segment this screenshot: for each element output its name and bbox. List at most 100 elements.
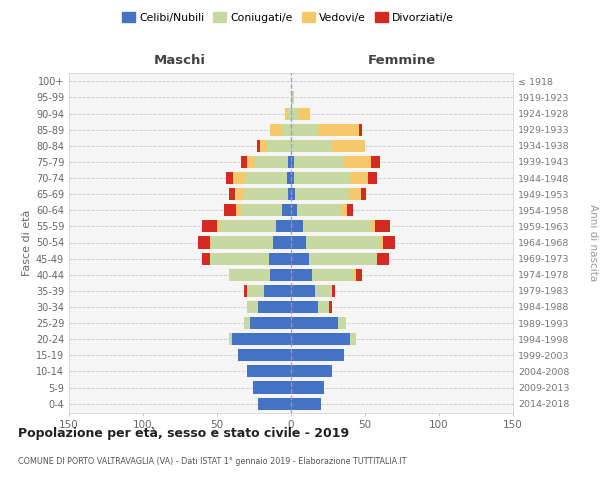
- Bar: [291, 382, 323, 394]
- Text: COMUNE DI PORTO VALTRAVAGLIA (VA) - Dati ISTAT 1° gennaio 2019 - Elaborazione TU: COMUNE DI PORTO VALTRAVAGLIA (VA) - Dati…: [18, 458, 407, 466]
- Bar: [285, 108, 288, 120]
- Bar: [329, 301, 332, 313]
- Bar: [198, 236, 209, 248]
- Bar: [282, 204, 291, 216]
- Bar: [259, 301, 291, 313]
- Bar: [317, 124, 359, 136]
- Bar: [233, 172, 245, 184]
- Bar: [245, 172, 287, 184]
- Bar: [260, 140, 268, 152]
- Bar: [229, 333, 232, 345]
- Bar: [298, 108, 310, 120]
- Bar: [287, 172, 291, 184]
- Bar: [341, 204, 347, 216]
- Bar: [291, 350, 344, 362]
- Bar: [377, 252, 389, 264]
- Bar: [291, 188, 295, 200]
- Text: Maschi: Maschi: [154, 54, 206, 67]
- Bar: [288, 156, 291, 168]
- Bar: [288, 108, 291, 120]
- Bar: [294, 156, 344, 168]
- Bar: [209, 236, 211, 248]
- Bar: [220, 220, 276, 232]
- Bar: [253, 382, 291, 394]
- Bar: [291, 301, 317, 313]
- Bar: [211, 236, 273, 248]
- Bar: [291, 236, 306, 248]
- Bar: [376, 220, 390, 232]
- Bar: [347, 204, 353, 216]
- Bar: [344, 156, 371, 168]
- Bar: [269, 252, 291, 264]
- Bar: [291, 124, 317, 136]
- Text: Popolazione per età, sesso e stato civile - 2019: Popolazione per età, sesso e stato civil…: [18, 428, 349, 440]
- Bar: [350, 333, 356, 345]
- Bar: [291, 398, 320, 409]
- Bar: [312, 268, 353, 281]
- Bar: [291, 220, 303, 232]
- Bar: [276, 220, 291, 232]
- Bar: [291, 140, 332, 152]
- Bar: [238, 350, 291, 362]
- Bar: [317, 301, 329, 313]
- Bar: [356, 268, 362, 281]
- Bar: [202, 252, 209, 264]
- Bar: [250, 317, 291, 329]
- Bar: [247, 366, 291, 378]
- Bar: [265, 285, 291, 297]
- Bar: [270, 124, 282, 136]
- Bar: [273, 236, 291, 248]
- Text: Femmine: Femmine: [368, 54, 436, 67]
- Bar: [241, 156, 247, 168]
- Bar: [247, 156, 256, 168]
- Bar: [371, 156, 380, 168]
- Bar: [244, 285, 247, 297]
- Bar: [247, 285, 265, 297]
- Bar: [226, 172, 233, 184]
- Bar: [371, 220, 376, 232]
- Bar: [306, 236, 380, 248]
- Bar: [297, 204, 341, 216]
- Bar: [259, 398, 291, 409]
- Y-axis label: Anni di nascita: Anni di nascita: [587, 204, 598, 281]
- Legend: Celibi/Nubili, Coniugati/e, Vedovi/e, Divorziati/e: Celibi/Nubili, Coniugati/e, Vedovi/e, Di…: [118, 8, 458, 27]
- Bar: [291, 156, 294, 168]
- Bar: [291, 252, 309, 264]
- Bar: [282, 124, 291, 136]
- Bar: [209, 252, 269, 264]
- Bar: [291, 268, 312, 281]
- Bar: [291, 333, 350, 345]
- Bar: [291, 108, 298, 120]
- Bar: [349, 188, 361, 200]
- Bar: [361, 188, 367, 200]
- Bar: [270, 268, 291, 281]
- Bar: [332, 285, 335, 297]
- Bar: [241, 204, 282, 216]
- Bar: [268, 140, 291, 152]
- Bar: [291, 366, 332, 378]
- Bar: [380, 236, 383, 248]
- Bar: [224, 204, 236, 216]
- Bar: [229, 268, 270, 281]
- Bar: [303, 220, 371, 232]
- Bar: [291, 204, 297, 216]
- Bar: [256, 156, 288, 168]
- Y-axis label: Fasce di età: Fasce di età: [22, 210, 32, 276]
- Bar: [236, 204, 241, 216]
- Bar: [294, 172, 350, 184]
- Bar: [244, 188, 288, 200]
- Bar: [244, 317, 250, 329]
- Bar: [383, 236, 395, 248]
- Bar: [288, 188, 291, 200]
- Bar: [291, 92, 294, 104]
- Bar: [291, 317, 338, 329]
- Bar: [291, 172, 294, 184]
- Bar: [295, 188, 349, 200]
- Bar: [359, 124, 362, 136]
- Bar: [309, 252, 377, 264]
- Bar: [232, 333, 291, 345]
- Bar: [353, 268, 356, 281]
- Bar: [332, 140, 365, 152]
- Bar: [247, 301, 259, 313]
- Bar: [338, 317, 346, 329]
